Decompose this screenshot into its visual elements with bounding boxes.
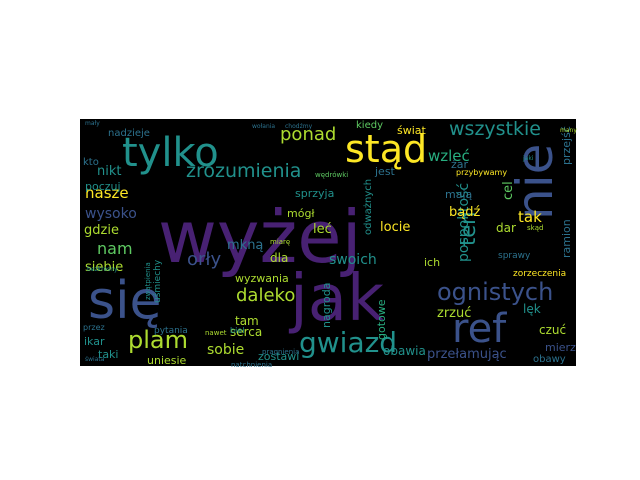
cloud-word: się [88, 271, 162, 331]
cloud-word: żar [451, 158, 469, 171]
cloud-word: biel [230, 326, 244, 335]
cloud-word: gotowe [375, 299, 388, 340]
cloud-word: świata [85, 356, 105, 363]
cloud-word: ich [424, 256, 440, 269]
cloud-word: many [560, 127, 577, 134]
cloud-word: ognistych [437, 278, 553, 306]
cloud-word: pragnienia [262, 348, 299, 356]
word-cloud-background [80, 119, 576, 366]
cloud-word: wyżej [158, 195, 362, 279]
cloud-word: tam [235, 314, 259, 328]
cloud-word: lęk [523, 302, 541, 316]
cloud-word: skąd [527, 224, 543, 232]
cloud-word: stąd [345, 127, 427, 171]
cloud-word: świat [397, 124, 427, 137]
cloud-word: mierz [545, 341, 576, 354]
cloud-word: dla [270, 251, 288, 265]
cloud-word: uniesie [147, 354, 187, 367]
cloud-word: wędrówki [315, 171, 348, 179]
cloud-word: mkną [227, 238, 263, 253]
cloud-word: pospolitość [456, 183, 472, 262]
cloud-word: sprzyja [295, 187, 334, 200]
cloud-word: bądź [449, 205, 480, 220]
cloud-word: przez [83, 323, 105, 332]
cloud-word: leć [313, 222, 332, 237]
cloud-word: wszystkie [449, 118, 541, 140]
cloud-word: nie [506, 144, 564, 220]
cloud-word: gdzie [84, 223, 119, 238]
cloud-word: uśmiechy [152, 259, 163, 303]
cloud-word: tylko [122, 130, 219, 176]
cloud-word: mógł [287, 207, 315, 220]
cloud-word: ponad [280, 124, 336, 145]
cloud-word: ramion [560, 219, 573, 258]
cloud-word: ref [452, 306, 507, 352]
cloud-word: obawy [533, 354, 566, 365]
cloud-word: miarę [270, 238, 290, 246]
cloud-word: nikt [97, 164, 121, 179]
cloud-word: chodźmy [285, 123, 313, 130]
cloud-word: wołania [252, 123, 275, 130]
cloud-word: zorzeczenia [513, 269, 566, 279]
cloud-word: mały [85, 120, 100, 127]
cloud-word: plam [128, 326, 188, 354]
cloud-word: nasze [85, 184, 129, 202]
cloud-word: odważnych [363, 179, 374, 235]
cloud-word: nawet [205, 329, 227, 337]
cloud-word: swoich [329, 252, 377, 268]
cloud-word: ten [456, 212, 480, 246]
cloud-word: nagroda [320, 283, 333, 328]
cloud-word: serca [230, 325, 262, 339]
cloud-word: pytania [154, 326, 188, 336]
cloud-word: zwątpienia [144, 262, 152, 300]
cloud-word: mają [445, 188, 473, 201]
cloud-word: poczuj [85, 180, 121, 193]
cloud-word: sobie [207, 342, 244, 358]
cloud-word: przełamując [427, 347, 507, 362]
cloud-word: przejść [560, 126, 573, 165]
cloud-word: zostawi [258, 350, 299, 363]
cloud-word: nam [97, 239, 133, 258]
cloud-word: daleko [236, 285, 295, 306]
cloud-word: locie [380, 220, 410, 235]
cloud-word: wysoko [85, 206, 137, 222]
cloud-word: sprawy [498, 251, 531, 261]
cloud-word: kto [83, 157, 99, 168]
cloud-word: tak [518, 208, 542, 226]
cloud-word: cel [501, 181, 516, 200]
cloud-word: zrozumienia [186, 160, 301, 182]
cloud-word: przybywamy [456, 168, 507, 177]
cloud-word: taki [98, 348, 118, 361]
cloud-word: bezkresny [87, 266, 118, 273]
cloud-word: zrzuć [437, 306, 471, 321]
cloud-word: jaki [522, 155, 534, 162]
cloud-word: dar [496, 221, 516, 235]
cloud-word: wyzwania [235, 272, 289, 285]
cloud-word: orły [187, 249, 222, 270]
cloud-word: gwiazd [299, 326, 397, 359]
cloud-word: jak [288, 262, 384, 336]
cloud-word: obawia [383, 344, 426, 358]
cloud-word: czuć [539, 323, 566, 337]
cloud-word: wzleć [428, 147, 470, 165]
cloud-word: siebie [85, 260, 123, 275]
cloud-word: jest [374, 165, 396, 178]
cloud-word: natchnienia [231, 361, 272, 369]
cloud-word: nadzieje [108, 128, 150, 139]
cloud-word: ikar [84, 335, 105, 348]
cloud-word: kiedy [356, 120, 383, 131]
